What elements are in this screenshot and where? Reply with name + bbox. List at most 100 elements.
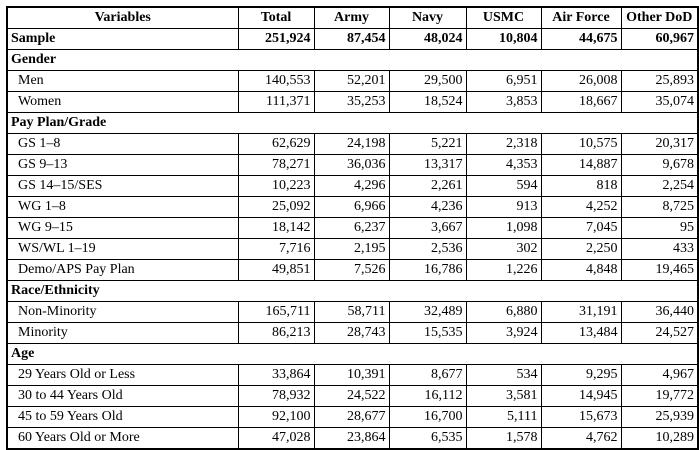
value-cell: 8,725 xyxy=(620,196,699,218)
value-cell: 18,524 xyxy=(388,91,467,113)
table-row: GS 14–15/SES 10,223 4,296 2,261 594 818 2,254 xyxy=(6,175,699,197)
value-cell: 251,924 xyxy=(237,28,315,50)
value-cell: 92,100 xyxy=(237,406,315,428)
table-row: GS 9–13 78,271 36,036 13,317 4,353 14,887 9,67… xyxy=(6,154,699,176)
section-row: Age xyxy=(6,343,699,365)
value-cell: 7,526 xyxy=(313,259,390,281)
value-cell: 29,500 xyxy=(388,70,467,92)
table-row: WS/WL 1–19 7,716 2,195 2,536 302 2,250 433 xyxy=(6,238,699,260)
table-row: Women 111,371 35,253 18,524 3,853 18,667 35,07… xyxy=(6,91,699,113)
value-cell: 35,074 xyxy=(620,91,699,113)
value-cell: 302 xyxy=(465,238,542,260)
value-cell: 10,289 xyxy=(620,427,699,450)
section-row: Race/Ethnicity xyxy=(6,280,699,302)
row-label: 45 to 59 Years Old xyxy=(6,406,239,428)
value-cell: 594 xyxy=(465,175,542,197)
table-row: 29 Years Old or Less 33,864 10,391 8,677 534… xyxy=(6,364,699,386)
row-label: Women xyxy=(6,91,239,113)
value-cell: 5,111 xyxy=(465,406,542,428)
value-cell: 31,191 xyxy=(540,301,622,323)
table-row: 30 to 44 Years Old 78,932 24,522 16,112 3,58… xyxy=(6,385,699,407)
table-row: GS 1–8 62,629 24,198 5,221 2,318 10,575 20,317 xyxy=(6,133,699,155)
value-cell: 14,945 xyxy=(540,385,622,407)
table-body: Sample 251,924 87,454 48,024 10,804 44,675 60,… xyxy=(6,28,699,450)
value-cell: 1,098 xyxy=(465,217,542,239)
value-cell: 48,024 xyxy=(388,28,467,50)
row-label: 60 Years Old or More xyxy=(6,427,239,450)
value-cell: 4,296 xyxy=(313,175,390,197)
row-label: Men xyxy=(6,70,239,92)
value-cell: 3,924 xyxy=(465,322,542,344)
value-cell: 4,967 xyxy=(620,364,699,386)
value-cell: 10,391 xyxy=(313,364,390,386)
value-cell: 2,536 xyxy=(388,238,467,260)
value-cell: 28,677 xyxy=(313,406,390,428)
sample-demographics-table: Variables Total Army Navy USMC Air Force… xyxy=(6,6,699,450)
row-label: Non-Minority xyxy=(6,301,239,323)
value-cell: 16,700 xyxy=(388,406,467,428)
value-cell: 165,711 xyxy=(237,301,315,323)
value-cell: 1,226 xyxy=(465,259,542,281)
column-header-army: Army xyxy=(313,6,390,29)
value-cell: 58,711 xyxy=(313,301,390,323)
value-cell: 10,804 xyxy=(465,28,542,50)
value-cell: 95 xyxy=(620,217,699,239)
value-cell: 6,237 xyxy=(313,217,390,239)
table-row: Men 140,553 52,201 29,500 6,951 26,008 25,893 xyxy=(6,70,699,92)
value-cell: 4,252 xyxy=(540,196,622,218)
value-cell: 47,028 xyxy=(237,427,315,450)
value-cell: 86,213 xyxy=(237,322,315,344)
value-cell: 60,967 xyxy=(620,28,699,50)
value-cell: 818 xyxy=(540,175,622,197)
section-row: Gender xyxy=(6,49,699,71)
value-cell: 2,250 xyxy=(540,238,622,260)
row-label: 30 to 44 Years Old xyxy=(6,385,239,407)
value-cell: 20,317 xyxy=(620,133,699,155)
value-cell: 87,454 xyxy=(313,28,390,50)
header-row: Variables Total Army Navy USMC Air Force… xyxy=(6,6,699,29)
value-cell: 24,198 xyxy=(313,133,390,155)
value-cell: 18,142 xyxy=(237,217,315,239)
value-cell: 15,535 xyxy=(388,322,467,344)
section-label: Race/Ethnicity xyxy=(6,280,699,302)
value-cell: 52,201 xyxy=(313,70,390,92)
value-cell: 9,678 xyxy=(620,154,699,176)
value-cell: 9,295 xyxy=(540,364,622,386)
value-cell: 13,484 xyxy=(540,322,622,344)
value-cell: 1,578 xyxy=(465,427,542,450)
value-cell: 2,261 xyxy=(388,175,467,197)
section-row: Pay Plan/Grade xyxy=(6,112,699,134)
table-row: Sample 251,924 87,454 48,024 10,804 44,675 60,… xyxy=(6,28,699,50)
table-header: Variables Total Army Navy USMC Air Force… xyxy=(6,6,699,29)
value-cell: 10,575 xyxy=(540,133,622,155)
row-label: WG 9–15 xyxy=(6,217,239,239)
section-label: Age xyxy=(6,343,699,365)
row-label: Demo/APS Pay Plan xyxy=(6,259,239,281)
row-label: GS 1–8 xyxy=(6,133,239,155)
value-cell: 25,092 xyxy=(237,196,315,218)
value-cell: 62,629 xyxy=(237,133,315,155)
section-label: Gender xyxy=(6,49,699,71)
value-cell: 13,317 xyxy=(388,154,467,176)
value-cell: 4,353 xyxy=(465,154,542,176)
value-cell: 6,966 xyxy=(313,196,390,218)
value-cell: 25,939 xyxy=(620,406,699,428)
section-label: Pay Plan/Grade xyxy=(6,112,699,134)
value-cell: 28,743 xyxy=(313,322,390,344)
value-cell: 24,522 xyxy=(313,385,390,407)
value-cell: 10,223 xyxy=(237,175,315,197)
table-row: 60 Years Old or More 47,028 23,864 6,535 1,5… xyxy=(6,427,699,450)
row-label: GS 14–15/SES xyxy=(6,175,239,197)
value-cell: 33,864 xyxy=(237,364,315,386)
value-cell: 16,112 xyxy=(388,385,467,407)
value-cell: 36,440 xyxy=(620,301,699,323)
value-cell: 3,667 xyxy=(388,217,467,239)
value-cell: 16,786 xyxy=(388,259,467,281)
value-cell: 19,465 xyxy=(620,259,699,281)
value-cell: 6,951 xyxy=(465,70,542,92)
table-row: WG 1–8 25,092 6,966 4,236 913 4,252 8,725 xyxy=(6,196,699,218)
value-cell: 15,673 xyxy=(540,406,622,428)
value-cell: 5,221 xyxy=(388,133,467,155)
value-cell: 3,853 xyxy=(465,91,542,113)
value-cell: 2,318 xyxy=(465,133,542,155)
